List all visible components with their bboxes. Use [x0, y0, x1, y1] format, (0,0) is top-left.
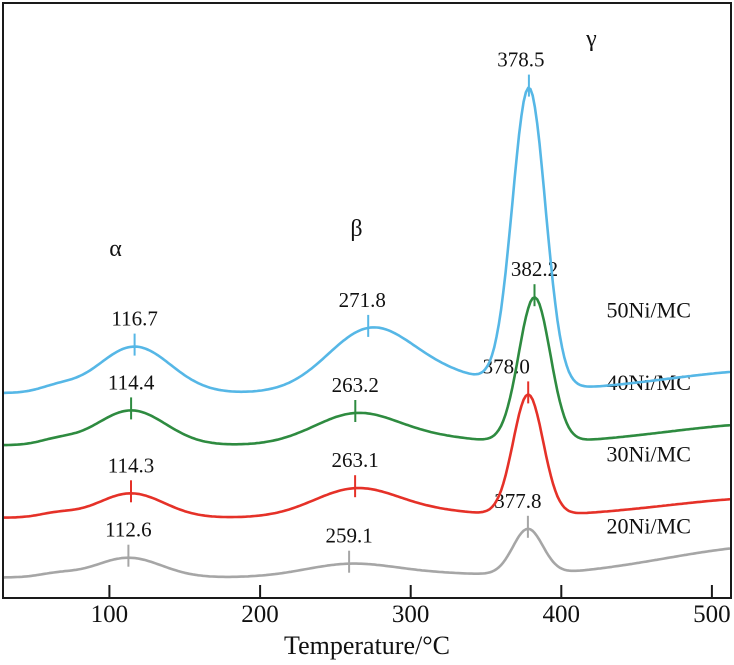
series-name-label-50nimc: 50Ni/MC	[607, 298, 691, 323]
series-name-label-30nimc: 30Ni/MC	[607, 441, 691, 466]
plot-area: 112.6 259.1 377.8 20Ni/MC 114.3 263.1 378.0 30N…	[2, 2, 732, 599]
x-tick-label-200: 200	[241, 601, 279, 628]
x-axis-tick-labels: 100 200 300 400 500	[0, 601, 734, 631]
peak-value-label-30nimc: 263.1	[331, 448, 378, 472]
peak-value-label-20nimc: 112.6	[105, 518, 151, 542]
x-axis-title: Temperature/°C	[284, 631, 450, 660]
beta-peak-label: β	[350, 216, 362, 242]
series-curve-50nimc	[4, 86, 730, 395]
peak-value-label-30nimc: 114.3	[108, 453, 154, 477]
peak-value-label-50nimc: 378.5	[497, 48, 544, 72]
peak-value-label-40nimc: 263.2	[332, 373, 379, 397]
peak-value-label-50nimc: 271.8	[339, 288, 386, 312]
series-name-label-20nimc: 20Ni/MC	[607, 513, 691, 538]
peak-value-label-40nimc: 114.4	[108, 370, 155, 394]
peak-value-label-20nimc: 377.8	[494, 489, 541, 513]
x-tick-label-400: 400	[542, 601, 581, 628]
x-tick-label-300: 300	[391, 601, 430, 628]
peak-value-label-50nimc: 116.7	[111, 307, 157, 331]
series-curve-40nimc	[4, 296, 730, 447]
series-curve-20nimc	[4, 527, 730, 579]
x-tick-label-100: 100	[90, 601, 129, 628]
peak-value-label-20nimc: 259.1	[325, 524, 372, 548]
x-tick-label-500: 500	[693, 601, 731, 628]
series-name-label-40nimc: 40Ni/MC	[607, 370, 691, 395]
series-curve-30nimc	[4, 393, 730, 519]
alpha-peak-label: α	[109, 236, 122, 262]
gamma-peak-label: γ	[585, 26, 597, 52]
